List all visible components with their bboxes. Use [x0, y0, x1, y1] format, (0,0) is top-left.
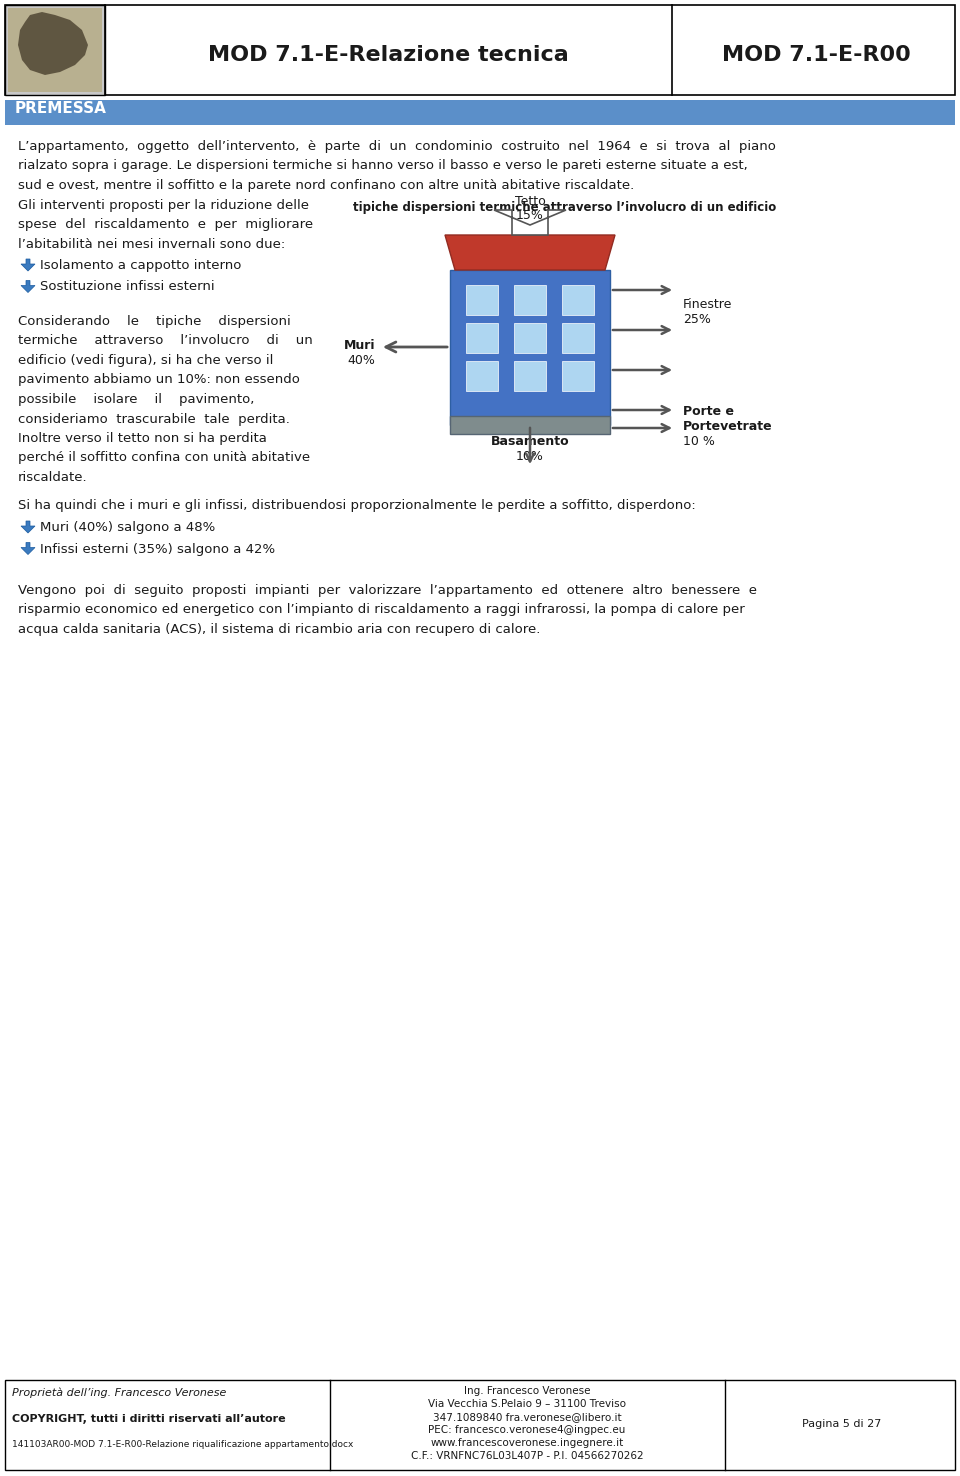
- Text: 10%: 10%: [516, 450, 544, 463]
- Text: Ing. Francesco Veronese: Ing. Francesco Veronese: [464, 1386, 590, 1396]
- Text: acqua calda sanitaria (ACS), il sistema di ricambio aria con recupero di calore.: acqua calda sanitaria (ACS), il sistema …: [18, 623, 540, 636]
- Bar: [8, 7, 102, 92]
- Text: perché il soffitto confina con unità abitative: perché il soffitto confina con unità abi…: [18, 452, 310, 465]
- Text: Basamento: Basamento: [491, 435, 569, 449]
- Text: 347.1089840 fra.veronese@libero.it: 347.1089840 fra.veronese@libero.it: [433, 1413, 621, 1421]
- Text: Via Vecchia S.Pelaio 9 – 31100 Treviso: Via Vecchia S.Pelaio 9 – 31100 Treviso: [428, 1399, 626, 1410]
- Text: Finestre: Finestre: [683, 298, 732, 311]
- Text: riscaldate.: riscaldate.: [18, 471, 87, 484]
- Text: Considerando    le    tipiche    dispersioni: Considerando le tipiche dispersioni: [18, 314, 291, 328]
- Polygon shape: [445, 235, 615, 270]
- Text: Si ha quindi che i muri e gli infissi, distribuendosi proporzionalmente le perdi: Si ha quindi che i muri e gli infissi, d…: [18, 499, 696, 512]
- Bar: [562, 285, 594, 314]
- Text: C.F.: VRNFNC76L03L407P - P.I. 04566270262: C.F.: VRNFNC76L03L407P - P.I. 0456627026…: [411, 1451, 643, 1461]
- Bar: [466, 362, 498, 391]
- Text: 10 %: 10 %: [683, 435, 715, 449]
- Bar: [562, 362, 594, 391]
- Text: 40%: 40%: [348, 354, 375, 368]
- Text: termiche    attraverso    l’involucro    di    un: termiche attraverso l’involucro di un: [18, 335, 313, 347]
- Text: 15%: 15%: [516, 210, 544, 221]
- Text: Sostituzione infissi esterni: Sostituzione infissi esterni: [40, 280, 215, 294]
- Text: consideriamo  trascurabile  tale  perdita.: consideriamo trascurabile tale perdita.: [18, 412, 290, 425]
- Polygon shape: [21, 521, 35, 533]
- Text: pavimento abbiamo un 10%: non essendo: pavimento abbiamo un 10%: non essendo: [18, 373, 300, 387]
- Text: PEC: francesco.veronese4@ingpec.eu: PEC: francesco.veronese4@ingpec.eu: [428, 1424, 626, 1435]
- Bar: [5, 4, 105, 94]
- Text: l’abitabilità nei mesi invernali sono due:: l’abitabilità nei mesi invernali sono du…: [18, 238, 285, 251]
- Bar: [562, 323, 594, 353]
- Bar: [5, 100, 955, 125]
- Text: rialzato sopra i garage. Le dispersioni termiche si hanno verso il basso e verso: rialzato sopra i garage. Le dispersioni …: [18, 159, 748, 173]
- Text: risparmio economico ed energetico con l’impianto di riscaldamento a raggi infrar: risparmio economico ed energetico con l’…: [18, 604, 745, 617]
- Polygon shape: [494, 210, 566, 235]
- Text: possibile    isolare    il    pavimento,: possibile isolare il pavimento,: [18, 393, 254, 406]
- Polygon shape: [21, 543, 35, 555]
- Polygon shape: [21, 258, 35, 272]
- Bar: [450, 416, 610, 434]
- Bar: [466, 285, 498, 314]
- Text: Gli interventi proposti per la riduzione delle: Gli interventi proposti per la riduzione…: [18, 198, 309, 211]
- Text: Porte e: Porte e: [683, 404, 734, 418]
- Text: Muri: Muri: [344, 339, 375, 351]
- Text: MOD 7.1-E-Relazione tecnica: MOD 7.1-E-Relazione tecnica: [207, 44, 568, 65]
- Text: Proprietà dell’ing. Francesco Veronese: Proprietà dell’ing. Francesco Veronese: [12, 1387, 227, 1398]
- Text: Infissi esterni (35%) salgono a 42%: Infissi esterni (35%) salgono a 42%: [40, 543, 276, 555]
- Text: Isolamento a cappotto interno: Isolamento a cappotto interno: [40, 258, 241, 272]
- Text: 25%: 25%: [683, 313, 710, 326]
- Bar: [514, 285, 546, 314]
- Bar: [466, 323, 498, 353]
- Bar: [514, 323, 546, 353]
- Text: Vengono  poi  di  seguito  proposti  impianti  per  valorizzare  l’appartamento : Vengono poi di seguito proposti impianti…: [18, 584, 757, 596]
- Text: www.francescoveronese.ingegnere.it: www.francescoveronese.ingegnere.it: [430, 1438, 624, 1448]
- Text: Muri (40%) salgono a 48%: Muri (40%) salgono a 48%: [40, 521, 215, 534]
- Text: tipiche dispersioni termiche attraverso l’involucro di un edificio: tipiche dispersioni termiche attraverso …: [353, 201, 777, 214]
- Bar: [450, 270, 610, 425]
- Text: MOD 7.1-E-R00: MOD 7.1-E-R00: [722, 44, 910, 65]
- Text: 141103AR00-MOD 7.1-E-R00-Relazione riqualificazione appartamento.docx: 141103AR00-MOD 7.1-E-R00-Relazione riqua…: [12, 1441, 353, 1449]
- Polygon shape: [21, 280, 35, 292]
- Text: L’appartamento,  oggetto  dell’intervento,  è  parte  di  un  condominio  costru: L’appartamento, oggetto dell’intervento,…: [18, 140, 776, 154]
- Text: Inoltre verso il tetto non si ha perdita: Inoltre verso il tetto non si ha perdita: [18, 432, 267, 444]
- Bar: [5, 1380, 955, 1470]
- Text: spese  del  riscaldamento  e  per  migliorare: spese del riscaldamento e per migliorare: [18, 218, 313, 232]
- Text: Tetto: Tetto: [515, 195, 545, 208]
- Text: PREMESSA: PREMESSA: [15, 100, 107, 117]
- Polygon shape: [18, 12, 88, 75]
- Bar: [5, 4, 955, 94]
- Text: COPYRIGHT, tutti i diritti riservati all’autore: COPYRIGHT, tutti i diritti riservati all…: [12, 1414, 286, 1424]
- Text: Portevetrate: Portevetrate: [683, 421, 773, 432]
- Text: Pagina 5 di 27: Pagina 5 di 27: [803, 1418, 881, 1429]
- Bar: [514, 362, 546, 391]
- Text: sud e ovest, mentre il soffitto e la parete nord confinano con altre unità abita: sud e ovest, mentre il soffitto e la par…: [18, 179, 635, 192]
- Text: edificio (vedi figura), si ha che verso il: edificio (vedi figura), si ha che verso …: [18, 354, 274, 368]
